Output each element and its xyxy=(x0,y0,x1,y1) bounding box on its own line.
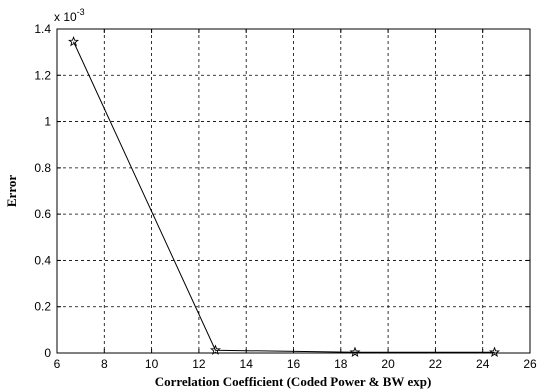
axis-ticks xyxy=(56,28,531,354)
x-tick-label: 8 xyxy=(101,357,108,371)
star-marker xyxy=(349,346,361,357)
x-tick-label: 10 xyxy=(145,357,159,371)
x-axis-label: Correlation Coefficient (Coded Power & B… xyxy=(155,374,432,389)
x-tick-label: 16 xyxy=(287,357,301,371)
star-marker xyxy=(209,344,221,355)
star-marker xyxy=(68,35,80,47)
x-tick-label: 14 xyxy=(240,357,254,371)
y-tick-label: 0.2 xyxy=(34,300,51,314)
star-marker xyxy=(489,346,501,357)
x-tick-label: 22 xyxy=(429,357,443,371)
x-tick-label: 12 xyxy=(192,357,206,371)
y-tick-label: 0.4 xyxy=(34,253,51,267)
y-tick-label: 0.6 xyxy=(34,207,51,221)
y-tick-label: 0.8 xyxy=(34,161,51,175)
y-axis-label: Error xyxy=(4,175,19,207)
x-tick-label: 6 xyxy=(54,357,61,371)
grid xyxy=(57,29,530,353)
x-tick-label: 20 xyxy=(381,357,395,371)
x-tick-label: 26 xyxy=(523,357,537,371)
y-tick-label: 1.2 xyxy=(34,68,51,82)
y-tick-label: 1.4 xyxy=(34,22,51,36)
x-tick-label: 18 xyxy=(334,357,348,371)
y-exponent-label: x 10-3 xyxy=(54,7,85,24)
y-tick-labels: 0 0.2 0.4 0.6 0.8 1 1.2 1.4 xyxy=(34,22,51,360)
y-tick-label: 0 xyxy=(44,346,51,360)
y-tick-label: 1 xyxy=(44,115,51,129)
x-tick-labels: 6 8 10 12 14 16 18 20 22 24 26 xyxy=(54,357,537,371)
series-line xyxy=(73,41,495,353)
x-tick-label: 24 xyxy=(476,357,490,371)
series-group xyxy=(68,35,501,357)
